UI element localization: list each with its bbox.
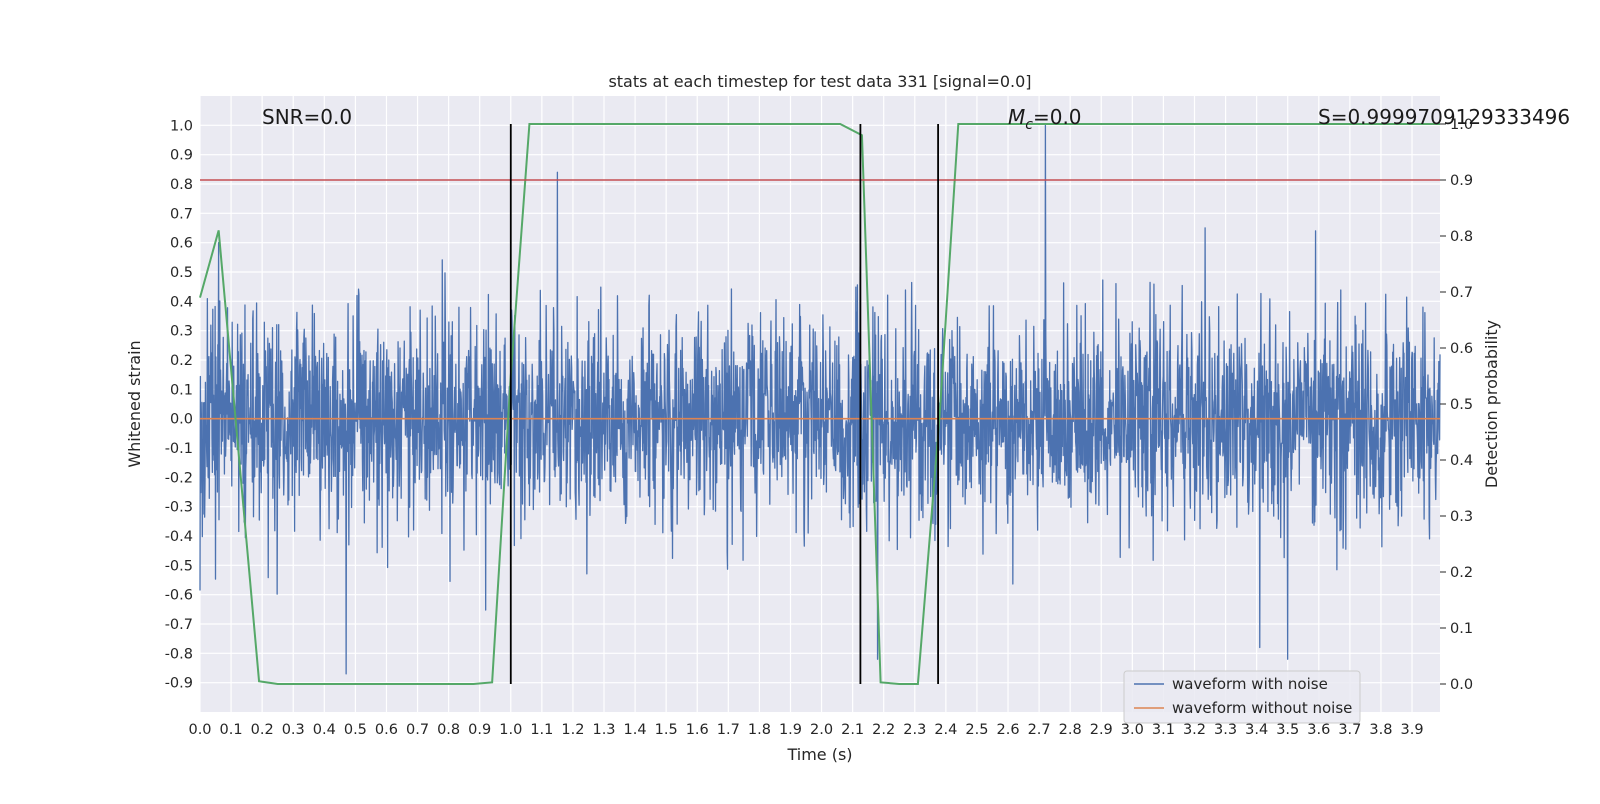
noise-waveform-layer (199, 124, 1441, 675)
x-tick-label: 3.0 (1121, 722, 1144, 738)
x-tick-label: 1.9 (779, 722, 802, 738)
y2-tick-label: 0.7 (1450, 285, 1473, 301)
x-tick-label: 1.2 (561, 722, 584, 738)
y-tick-label: 0.2 (170, 353, 193, 369)
y-tick-label: -0.6 (165, 588, 193, 604)
y2-tick-label: 0.2 (1450, 565, 1473, 581)
x-tick-label: 3.6 (1307, 722, 1330, 738)
series-waveform-with-noise (199, 124, 1441, 675)
series-detection-probability (199, 123, 1440, 685)
y-tick-label: 0.7 (170, 206, 193, 222)
y-tick-label: -0.5 (165, 558, 193, 574)
y-tick-label: 1.0 (170, 118, 193, 134)
chirp-mass-value: =0.0 (1033, 105, 1082, 129)
y2-tick-label: 0.1 (1450, 621, 1473, 637)
x-tick-label: 0.5 (344, 722, 367, 738)
y2-tick-label: 0.8 (1450, 229, 1473, 245)
x-tick-label: 0.8 (437, 722, 460, 738)
x-tick-label: 0.6 (375, 722, 398, 738)
x-tick-label: 0.3 (282, 722, 305, 738)
y2-tick-label: 1.0 (1450, 117, 1473, 133)
x-tick-label: 1.5 (655, 722, 678, 738)
x-tick-label: 1.7 (717, 722, 740, 738)
y2-tick-label: 0.5 (1450, 397, 1473, 413)
y-tick-label: -0.2 (165, 470, 193, 486)
x-axis-label: Time (s) (786, 745, 852, 764)
x-tick-label: 2.2 (872, 722, 895, 738)
y-tick-label: -0.7 (165, 617, 193, 633)
y-tick-label: 0.8 (170, 177, 193, 193)
chirp-mass-annotation: Mc=0.0 (1008, 105, 1082, 133)
chart-title: stats at each timestep for test data 331… (608, 72, 1031, 91)
y2-tick-label: 0.0 (1450, 677, 1473, 693)
x-tick-label: 1.1 (530, 722, 553, 738)
x-tick-label: 3.9 (1400, 722, 1423, 738)
x-tick-label: 2.9 (1090, 722, 1113, 738)
chirp-mass-symbol: M (1008, 105, 1025, 129)
x-tick-label: 3.4 (1245, 722, 1268, 738)
y2-axis-label: Detection probability (1482, 320, 1501, 488)
y-tick-label: 0.3 (170, 324, 193, 340)
x-tick-label: 1.8 (748, 722, 771, 738)
legend-label-clean: waveform without noise (1172, 699, 1352, 717)
y2-tick-label: 0.4 (1450, 453, 1473, 469)
x-tick-label: 0.4 (313, 722, 336, 738)
y-tick-label: -0.9 (165, 676, 193, 692)
x-tick-label: 0.0 (188, 722, 211, 738)
x-tick-label: 3.5 (1276, 722, 1299, 738)
x-tick-label: 0.7 (406, 722, 429, 738)
x-tick-label: 0.1 (220, 722, 243, 738)
x-tick-label: 2.1 (841, 722, 864, 738)
x-tick-label: 1.0 (499, 722, 522, 738)
legend-label-noise: waveform with noise (1172, 675, 1328, 693)
snr-annotation: SNR=0.0 (262, 105, 352, 129)
y-tick-label: 0.5 (170, 265, 193, 281)
y2-tick-label: 0.3 (1450, 509, 1473, 525)
legend: waveform with noise waveform without noi… (1123, 670, 1361, 724)
x-tick-label: 2.3 (903, 722, 926, 738)
x-tick-label: 2.6 (996, 722, 1019, 738)
y-axis-label: Whitened strain (125, 340, 144, 467)
x-tick-label: 0.2 (251, 722, 274, 738)
y-tick-label: 0.6 (170, 236, 193, 252)
legend-box (1123, 670, 1361, 724)
x-tick-label: 2.0 (810, 722, 833, 738)
s-annotation: S=0.9999709129333496 (1318, 105, 1570, 129)
y-tick-label: -0.3 (165, 500, 193, 516)
chirp-mass-subscript: c (1025, 117, 1033, 133)
x-tick-label: 2.7 (1028, 722, 1051, 738)
y-tick-label: -0.4 (165, 529, 193, 545)
tick-layer: 0.0 0.1 0.2 0.3 0.4 0.5 0.6 0.7 0.8 0.9 1.0 1.1 1.2 1… (165, 117, 1473, 738)
x-tick-label: 1.4 (624, 722, 647, 738)
y-tick-label: 0.4 (170, 294, 193, 310)
y-tick-label: 0.1 (170, 382, 193, 398)
x-tick-label: 3.1 (1152, 722, 1175, 738)
x-tick-label: 2.5 (965, 722, 988, 738)
x-tick-label: 3.2 (1183, 722, 1206, 738)
x-tick-label: 0.9 (468, 722, 491, 738)
x-tick-label: 1.6 (686, 722, 709, 738)
line-layer (199, 123, 1440, 685)
x-tick-label: 3.3 (1214, 722, 1237, 738)
y-tick-label: -0.8 (165, 646, 193, 662)
y2-tick-label: 0.6 (1450, 341, 1473, 357)
y-tick-label: 0.9 (170, 148, 193, 164)
y2-tick-label: 0.9 (1450, 173, 1473, 189)
x-tick-label: 1.3 (592, 722, 615, 738)
x-tick-label: 2.4 (934, 722, 957, 738)
x-tick-label: 3.7 (1338, 722, 1361, 738)
y-tick-label: 0.0 (170, 412, 193, 428)
x-tick-label: 3.8 (1369, 722, 1392, 738)
x-tick-label: 2.8 (1059, 722, 1082, 738)
y-tick-label: -0.1 (165, 441, 193, 457)
